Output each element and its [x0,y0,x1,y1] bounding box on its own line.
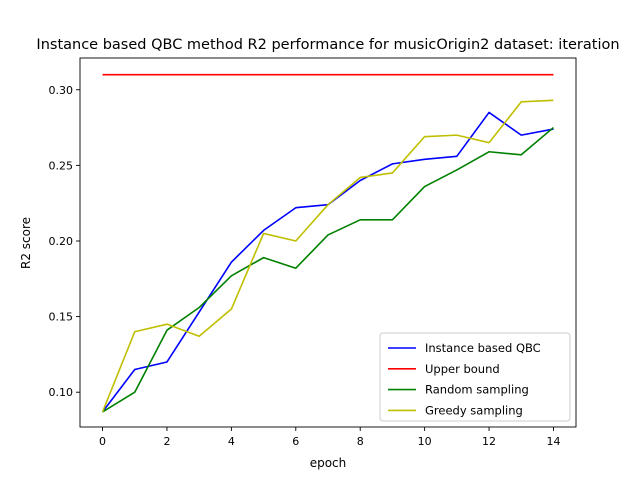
legend-label-1: Upper bound [425,362,500,376]
legend-label-0: Instance based QBC [425,341,541,355]
y-tick-label: 0.20 [49,235,74,248]
y-axis-label: R2 score [19,217,33,269]
x-tick-label: 10 [418,435,432,448]
legend-label-2: Random sampling [425,383,529,397]
x-tick-label: 14 [546,435,560,448]
x-tick-label: 4 [228,435,235,448]
y-tick-label: 0.30 [49,84,74,97]
plot-area: 0 2 4 6 8 10 12 14 0.10 0.15 0.20 0.25 0.30 Instance … [49,57,577,448]
x-tick-label: 6 [292,435,299,448]
x-tick-label: 8 [357,435,364,448]
legend-label-3: Greedy sampling [425,403,523,417]
legend-box [379,332,571,422]
series-line-3 [101,99,554,413]
x-tick-label: 0 [99,435,106,448]
chart-title: Instance based QBC method R2 performance… [36,37,619,53]
y-tick-label: 0.15 [49,311,74,324]
axes-frame [79,57,577,428]
x-axis-label: epoch [310,456,347,470]
y-tick-label: 0.25 [49,159,74,172]
x-tick-label: 12 [482,435,496,448]
series-line-2 [102,126,554,413]
x-tick-label: 2 [163,435,170,448]
y-tick-label: 0.10 [49,386,74,399]
